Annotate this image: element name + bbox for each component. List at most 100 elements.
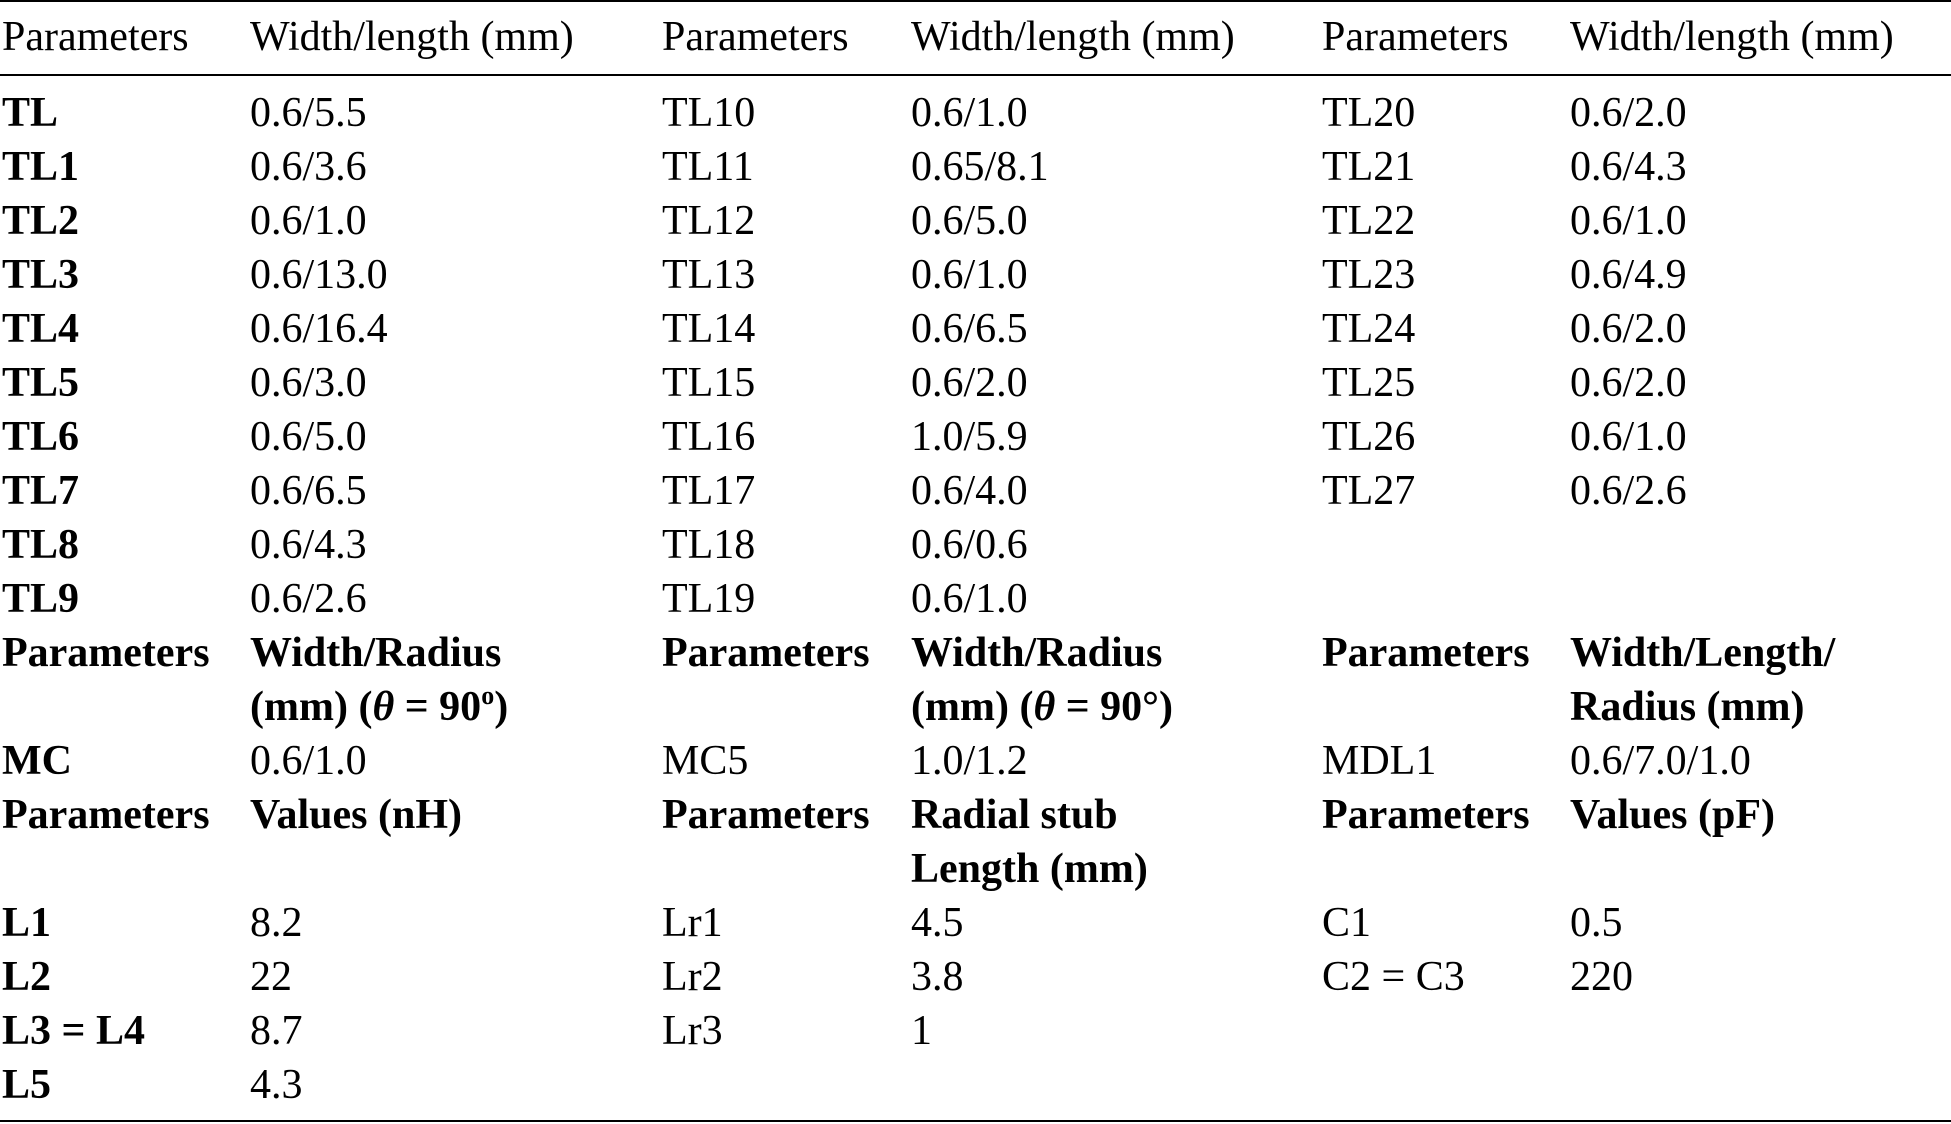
value-cell: 0.6/1.0 bbox=[911, 252, 1028, 298]
param-cell: Lr1 bbox=[662, 900, 723, 946]
value-cell: 22 bbox=[250, 954, 292, 1000]
param-cell: TL1 bbox=[2, 144, 80, 190]
value-cell: 4.3 bbox=[250, 1062, 303, 1108]
param-cell: MC bbox=[2, 738, 72, 784]
param-cell: TL3 bbox=[2, 252, 80, 298]
value-cell: 1 bbox=[911, 1008, 932, 1054]
value-cell: 0.6/13.0 bbox=[250, 252, 388, 298]
subheader-text: (mm) ( bbox=[911, 684, 1034, 730]
value-cell: 0.6/2.6 bbox=[1570, 468, 1687, 514]
column-header: Parameters bbox=[662, 14, 849, 60]
param-cell: TL12 bbox=[662, 198, 756, 244]
param-cell: TL17 bbox=[662, 468, 756, 514]
table-bottom-rule bbox=[0, 1120, 1951, 1122]
value-cell: 0.6/2.0 bbox=[911, 360, 1028, 406]
subheader-cell: Width/Radius bbox=[911, 630, 1163, 676]
param-cell: TL7 bbox=[2, 468, 80, 514]
subheader-cell: Radial stub bbox=[911, 792, 1118, 838]
value-cell: 3.8 bbox=[911, 954, 964, 1000]
subheader-cell: Parameters bbox=[1322, 630, 1530, 676]
theta-symbol: θ bbox=[372, 684, 395, 730]
value-cell: 0.6/3.6 bbox=[250, 144, 367, 190]
column-header: Width/length (mm) bbox=[1570, 14, 1894, 60]
table-top-rule bbox=[0, 0, 1951, 2]
value-cell: 1.0/5.9 bbox=[911, 414, 1028, 460]
param-cell: TL6 bbox=[2, 414, 80, 460]
value-cell: 0.6/4.0 bbox=[911, 468, 1028, 514]
param-cell: C2 = C3 bbox=[1322, 954, 1465, 1000]
param-cell: TL10 bbox=[662, 90, 756, 136]
param-cell: MC5 bbox=[662, 738, 749, 784]
param-cell: TL24 bbox=[1322, 306, 1416, 352]
value-cell: 0.6/3.0 bbox=[250, 360, 367, 406]
value-cell: 0.6/4.3 bbox=[1570, 144, 1687, 190]
param-cell: TL5 bbox=[2, 360, 80, 406]
column-header: Parameters bbox=[2, 14, 189, 60]
value-cell: 0.6/5.0 bbox=[250, 414, 367, 460]
param-cell: L3 = L4 bbox=[2, 1008, 145, 1054]
param-cell: TL11 bbox=[662, 144, 754, 190]
param-cell: C1 bbox=[1322, 900, 1372, 946]
value-cell: 220 bbox=[1570, 954, 1633, 1000]
subheader-cell: (mm) (θ = 90°) bbox=[911, 680, 1173, 734]
value-cell: 0.6/6.5 bbox=[250, 468, 367, 514]
value-cell: 0.6/1.0 bbox=[250, 738, 367, 784]
value-cell: 0.6/1.0 bbox=[1570, 414, 1687, 460]
subheader-cell: Parameters bbox=[662, 630, 870, 676]
param-cell: TL18 bbox=[662, 522, 756, 568]
value-cell: 0.6/2.6 bbox=[250, 576, 367, 622]
param-cell: TL23 bbox=[1322, 252, 1416, 298]
value-cell: 1.0/1.2 bbox=[911, 738, 1028, 784]
param-cell: Lr2 bbox=[662, 954, 723, 1000]
subheader-cell: Radius (mm) bbox=[1570, 684, 1805, 730]
value-cell: 0.6/2.0 bbox=[1570, 360, 1687, 406]
value-cell: 0.6/5.0 bbox=[911, 198, 1028, 244]
param-cell: TL20 bbox=[1322, 90, 1416, 136]
value-cell: 0.6/2.0 bbox=[1570, 306, 1687, 352]
subheader-cell: Parameters bbox=[2, 630, 210, 676]
param-cell: TL4 bbox=[2, 306, 80, 352]
column-header: Width/length (mm) bbox=[250, 14, 574, 60]
subheader-cell: Width/Radius bbox=[250, 630, 502, 676]
value-cell: 0.6/1.0 bbox=[250, 198, 367, 244]
param-cell: TL22 bbox=[1322, 198, 1416, 244]
param-cell: TL2 bbox=[2, 198, 80, 244]
value-cell: 0.6/4.3 bbox=[250, 522, 367, 568]
subheader-text: = 90°) bbox=[1055, 684, 1173, 730]
value-cell: 0.6/4.9 bbox=[1570, 252, 1687, 298]
subheader-cell: Parameters bbox=[1322, 792, 1530, 838]
value-cell: 8.2 bbox=[250, 900, 303, 946]
param-cell: L1 bbox=[2, 900, 52, 946]
degree-superscript: o bbox=[481, 681, 495, 710]
subheader-cell: Width/Length/ bbox=[1570, 630, 1836, 676]
param-cell: L2 bbox=[2, 954, 52, 1000]
value-cell: 0.65/8.1 bbox=[911, 144, 1049, 190]
column-header: Parameters bbox=[1322, 14, 1509, 60]
value-cell: 0.5 bbox=[1570, 900, 1623, 946]
param-cell: TL16 bbox=[662, 414, 756, 460]
param-cell: MDL1 bbox=[1322, 738, 1437, 784]
table-header-rule bbox=[0, 74, 1951, 76]
value-cell: 0.6/6.5 bbox=[911, 306, 1028, 352]
value-cell: 0.6/5.5 bbox=[250, 90, 367, 136]
value-cell: 0.6/16.4 bbox=[250, 306, 388, 352]
param-cell: TL15 bbox=[662, 360, 756, 406]
param-cell: L5 bbox=[2, 1062, 52, 1108]
param-cell: TL13 bbox=[662, 252, 756, 298]
value-cell: 0.6/2.0 bbox=[1570, 90, 1687, 136]
param-cell: TL21 bbox=[1322, 144, 1416, 190]
subheader-cell: (mm) (θ = 90o) bbox=[250, 680, 508, 734]
subheader-cell: Length (mm) bbox=[911, 846, 1148, 892]
subheader-cell: Values (nH) bbox=[250, 792, 462, 838]
subheader-cell: Parameters bbox=[2, 792, 210, 838]
column-header: Width/length (mm) bbox=[911, 14, 1235, 60]
subheader-cell: Parameters bbox=[662, 792, 870, 838]
value-cell: 0.6/1.0 bbox=[911, 90, 1028, 136]
value-cell: 0.6/7.0/1.0 bbox=[1570, 738, 1751, 784]
param-cell: TL9 bbox=[2, 576, 80, 622]
param-cell: TL26 bbox=[1322, 414, 1416, 460]
param-cell: TL bbox=[2, 90, 59, 136]
value-cell: 0.6/1.0 bbox=[1570, 198, 1687, 244]
param-cell: TL27 bbox=[1322, 468, 1416, 514]
